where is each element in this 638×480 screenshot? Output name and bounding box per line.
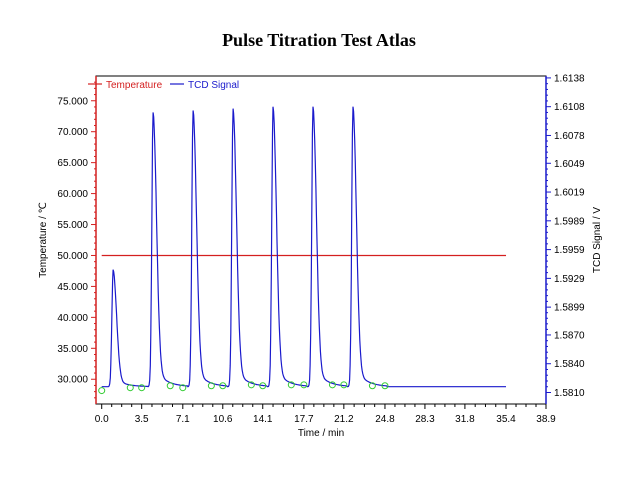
baseline-marker (368, 382, 376, 390)
baseline-marker (381, 382, 389, 390)
baseline-marker (138, 384, 146, 392)
y-left-tick-label: 65.000 (57, 158, 88, 169)
y-right-tick-label: 1.5929 (554, 274, 585, 285)
y-right-tick-label: 1.6019 (554, 188, 585, 199)
x-tick-label: 28.3 (415, 414, 435, 425)
legend-tcd-label: TCD Signal (188, 80, 239, 91)
y-right-tick-label: 1.5959 (554, 245, 585, 256)
baseline-marker (126, 384, 134, 392)
x-tick-label: 21.2 (334, 414, 354, 425)
y-right-tick-label: 1.5899 (554, 303, 585, 314)
x-tick-label: 38.9 (536, 414, 556, 425)
y-left-tick-label: 30.000 (57, 375, 88, 386)
x-tick-label: 35.4 (496, 414, 516, 425)
baseline-marker (340, 381, 348, 389)
baseline-marker (259, 382, 267, 390)
y-left-tick-label: 55.000 (57, 220, 88, 231)
y-left-tick-label: 40.000 (57, 313, 88, 324)
baseline-marker (166, 382, 174, 390)
x-tick-label: 17.7 (294, 414, 314, 425)
baseline-marker (287, 381, 295, 389)
y-right-tick-label: 1.6108 (554, 102, 585, 113)
x-tick-label: 31.8 (455, 414, 475, 425)
y-left-tick-label: 45.000 (57, 282, 88, 293)
y-left-tick-label: 35.000 (57, 344, 88, 355)
x-tick-label: 7.1 (176, 414, 190, 425)
baseline-marker (247, 381, 255, 389)
x-tick-label: 0.0 (95, 414, 109, 425)
y-right-tick-label: 1.5989 (554, 216, 585, 227)
x-tick-label: 3.5 (135, 414, 149, 425)
y-right-tick-label: 1.6078 (554, 131, 585, 142)
y-right-tick-label: 1.5840 (554, 359, 585, 370)
x-tick-label: 14.1 (253, 414, 273, 425)
y-left-axis-title: Temperature / ℃ (38, 202, 49, 278)
baseline-marker (300, 381, 308, 389)
y-left-tick-label: 75.000 (57, 96, 88, 107)
y-left-tick-label: 50.000 (57, 251, 88, 262)
baseline-marker (328, 381, 336, 389)
baseline-marker (219, 382, 227, 390)
x-axis-title: Time / min (298, 428, 344, 439)
y-right-tick-label: 1.6049 (554, 159, 585, 170)
y-right-tick-label: 1.5870 (554, 330, 585, 341)
baseline-marker (179, 384, 187, 392)
x-tick-label: 10.6 (213, 414, 233, 425)
y-right-axis-title: TCD Signal / V (592, 207, 603, 273)
x-tick-label: 24.8 (375, 414, 395, 425)
y-left-tick-label: 60.000 (57, 189, 88, 200)
series-tcd-line (101, 106, 506, 388)
baseline-marker (98, 387, 106, 395)
y-right-tick-label: 1.5810 (554, 388, 585, 399)
chart-title: Pulse Titration Test Atlas (222, 30, 416, 50)
legend-temperature-label: Temperature (106, 80, 163, 91)
baseline-marker (207, 382, 215, 390)
y-right-tick-label: 1.6138 (554, 73, 585, 84)
y-left-tick-label: 70.000 (57, 127, 88, 138)
